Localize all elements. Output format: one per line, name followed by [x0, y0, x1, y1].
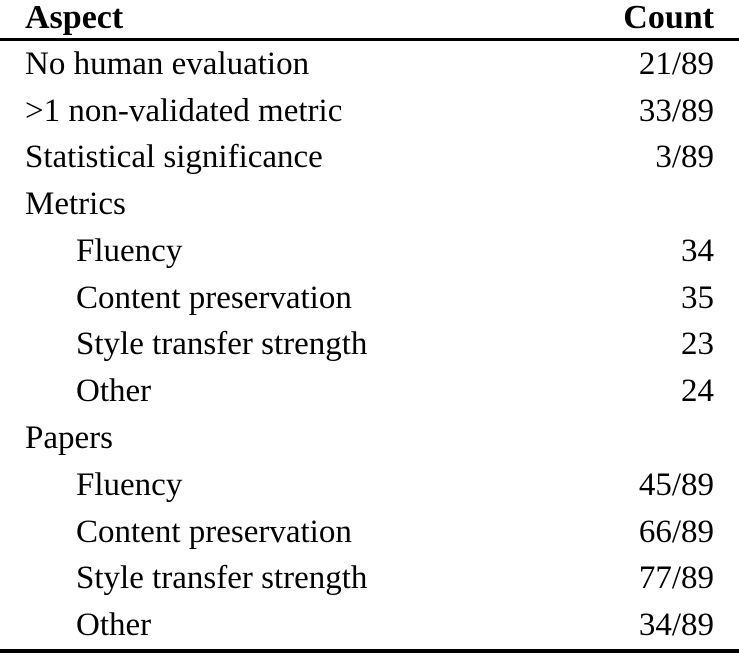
- row-label: Other: [76, 607, 152, 644]
- table-group-header-metrics: Metrics: [0, 181, 739, 228]
- row-value: 77/89: [638, 560, 714, 597]
- row-label: No human evaluation: [25, 45, 310, 82]
- table-body: No human evaluation 21/89 >1 non-validat…: [0, 41, 739, 649]
- row-label: Style transfer strength: [76, 326, 368, 363]
- row-value: 35: [681, 279, 714, 316]
- table-group-header-papers: Papers: [0, 415, 739, 462]
- table-row: Content preservation 66/89: [0, 509, 739, 556]
- row-label: Other: [76, 373, 152, 410]
- row-label: Fluency: [76, 232, 183, 269]
- row-label: >1 non-validated metric: [25, 92, 343, 129]
- row-value: 23: [681, 326, 714, 363]
- table-row: Content preservation 35: [0, 275, 739, 322]
- table-row: Other 24: [0, 368, 739, 415]
- table-row: Style transfer strength 77/89: [0, 555, 739, 602]
- row-label: Papers: [25, 420, 113, 456]
- row-label: Fluency: [76, 466, 183, 503]
- table-row: No human evaluation 21/89: [0, 41, 739, 88]
- row-value: 45/89: [638, 466, 714, 503]
- row-label: Content preservation: [76, 279, 352, 316]
- row-value: 66/89: [638, 513, 714, 550]
- row-label: Content preservation: [76, 513, 352, 550]
- table-row: Statistical significance 3/89: [0, 135, 739, 182]
- table-row: Fluency 45/89: [0, 462, 739, 509]
- row-value: 24: [681, 373, 714, 410]
- table-row: >1 non-validated metric 33/89: [0, 88, 739, 135]
- row-value: 34/89: [638, 607, 714, 644]
- row-label: Metrics: [25, 186, 126, 223]
- row-value: 3/89: [655, 139, 714, 176]
- row-label: Statistical significance: [25, 139, 323, 176]
- row-label: Style transfer strength: [76, 560, 368, 597]
- row-value: 21/89: [638, 45, 714, 82]
- row-value: 34: [681, 232, 714, 269]
- table-row: Style transfer strength 23: [0, 322, 739, 369]
- count-column-header: Count: [623, 0, 714, 36]
- table-row: Fluency 34: [0, 228, 739, 275]
- aspect-column-header: Aspect: [25, 0, 124, 36]
- table-bottom-rule: [0, 649, 739, 653]
- row-value: 33/89: [638, 92, 714, 129]
- table-row: Other 34/89: [0, 602, 739, 649]
- table-header-row: Aspect Count: [0, 0, 739, 41]
